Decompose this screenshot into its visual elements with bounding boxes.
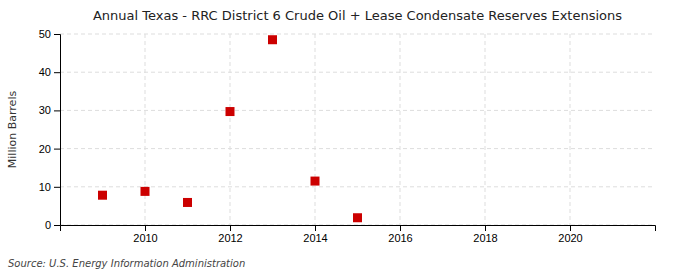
points (98, 35, 362, 222)
tick-mark (54, 110, 60, 111)
tick: 2020 (558, 225, 582, 244)
grid-line-x (570, 34, 571, 225)
tick: 40 (39, 66, 60, 78)
grid-line-y (60, 72, 655, 73)
x-axis: 2010 2012 2014 2016 2018 2020 (61, 225, 656, 244)
source-note: Source: U.S. Energy Information Administ… (8, 258, 245, 269)
grid-line-y (60, 110, 655, 111)
tick-mark (230, 225, 231, 231)
y-axis: 0 10 20 30 40 50 (39, 28, 61, 231)
tick-label: 20 (39, 143, 51, 155)
tick: 2016 (388, 225, 412, 244)
tick: 2014 (303, 225, 327, 244)
grid-line-x (400, 34, 401, 225)
tick-mark (400, 225, 401, 231)
y-axis-label: Million Barrels (6, 91, 19, 169)
grid (60, 34, 655, 225)
tick-mark (54, 34, 60, 35)
grid-line-x (315, 34, 316, 225)
axis-line (61, 226, 656, 232)
chart: 2010 2012 2014 2016 2018 2020 0 10 20 30 40 50 Annua… (0, 0, 675, 275)
grid-line-x (485, 34, 486, 225)
point (353, 213, 362, 222)
point (268, 35, 277, 44)
tick-label: 10 (39, 181, 51, 193)
tick-label: 2010 (133, 232, 157, 244)
tick: 20 (39, 143, 60, 155)
point (141, 187, 150, 196)
grid-line-x (145, 34, 146, 225)
tick: 0 (45, 219, 60, 231)
tick-label: 50 (39, 28, 51, 40)
tick-label: 2020 (558, 232, 582, 244)
tick-mark (145, 225, 146, 231)
tick: 2018 (473, 225, 497, 244)
point (98, 191, 107, 200)
point (226, 107, 235, 116)
tick-mark (570, 225, 571, 231)
tick-mark (54, 72, 60, 73)
tick-label: 0 (45, 219, 51, 231)
tick-label: 2012 (218, 232, 242, 244)
axis-line (54, 35, 61, 226)
tick-mark (54, 187, 60, 188)
tick-label: 2014 (303, 232, 327, 244)
title: Annual Texas - RRC District 6 Crude Oil … (93, 8, 622, 23)
point (183, 198, 192, 207)
tick-mark (485, 225, 486, 231)
grid-line-x (230, 34, 231, 225)
grid-line-y (60, 148, 655, 149)
tick-mark (54, 149, 60, 150)
tick-label: 2016 (388, 232, 412, 244)
tick-label: 40 (39, 66, 51, 78)
tick-mark (315, 225, 316, 231)
point (311, 177, 320, 186)
tick: 2012 (218, 225, 242, 244)
tick-label: 2018 (473, 232, 497, 244)
tick: 2010 (133, 225, 157, 244)
tick: 50 (39, 28, 60, 40)
grid-line-y (60, 34, 655, 35)
tick-label: 30 (39, 104, 51, 116)
plot-area: 2010 2012 2014 2016 2018 2020 0 10 20 30 40 50 (39, 28, 656, 244)
tick-mark (54, 225, 60, 226)
tick: 30 (39, 104, 60, 116)
tick: 10 (39, 181, 60, 193)
